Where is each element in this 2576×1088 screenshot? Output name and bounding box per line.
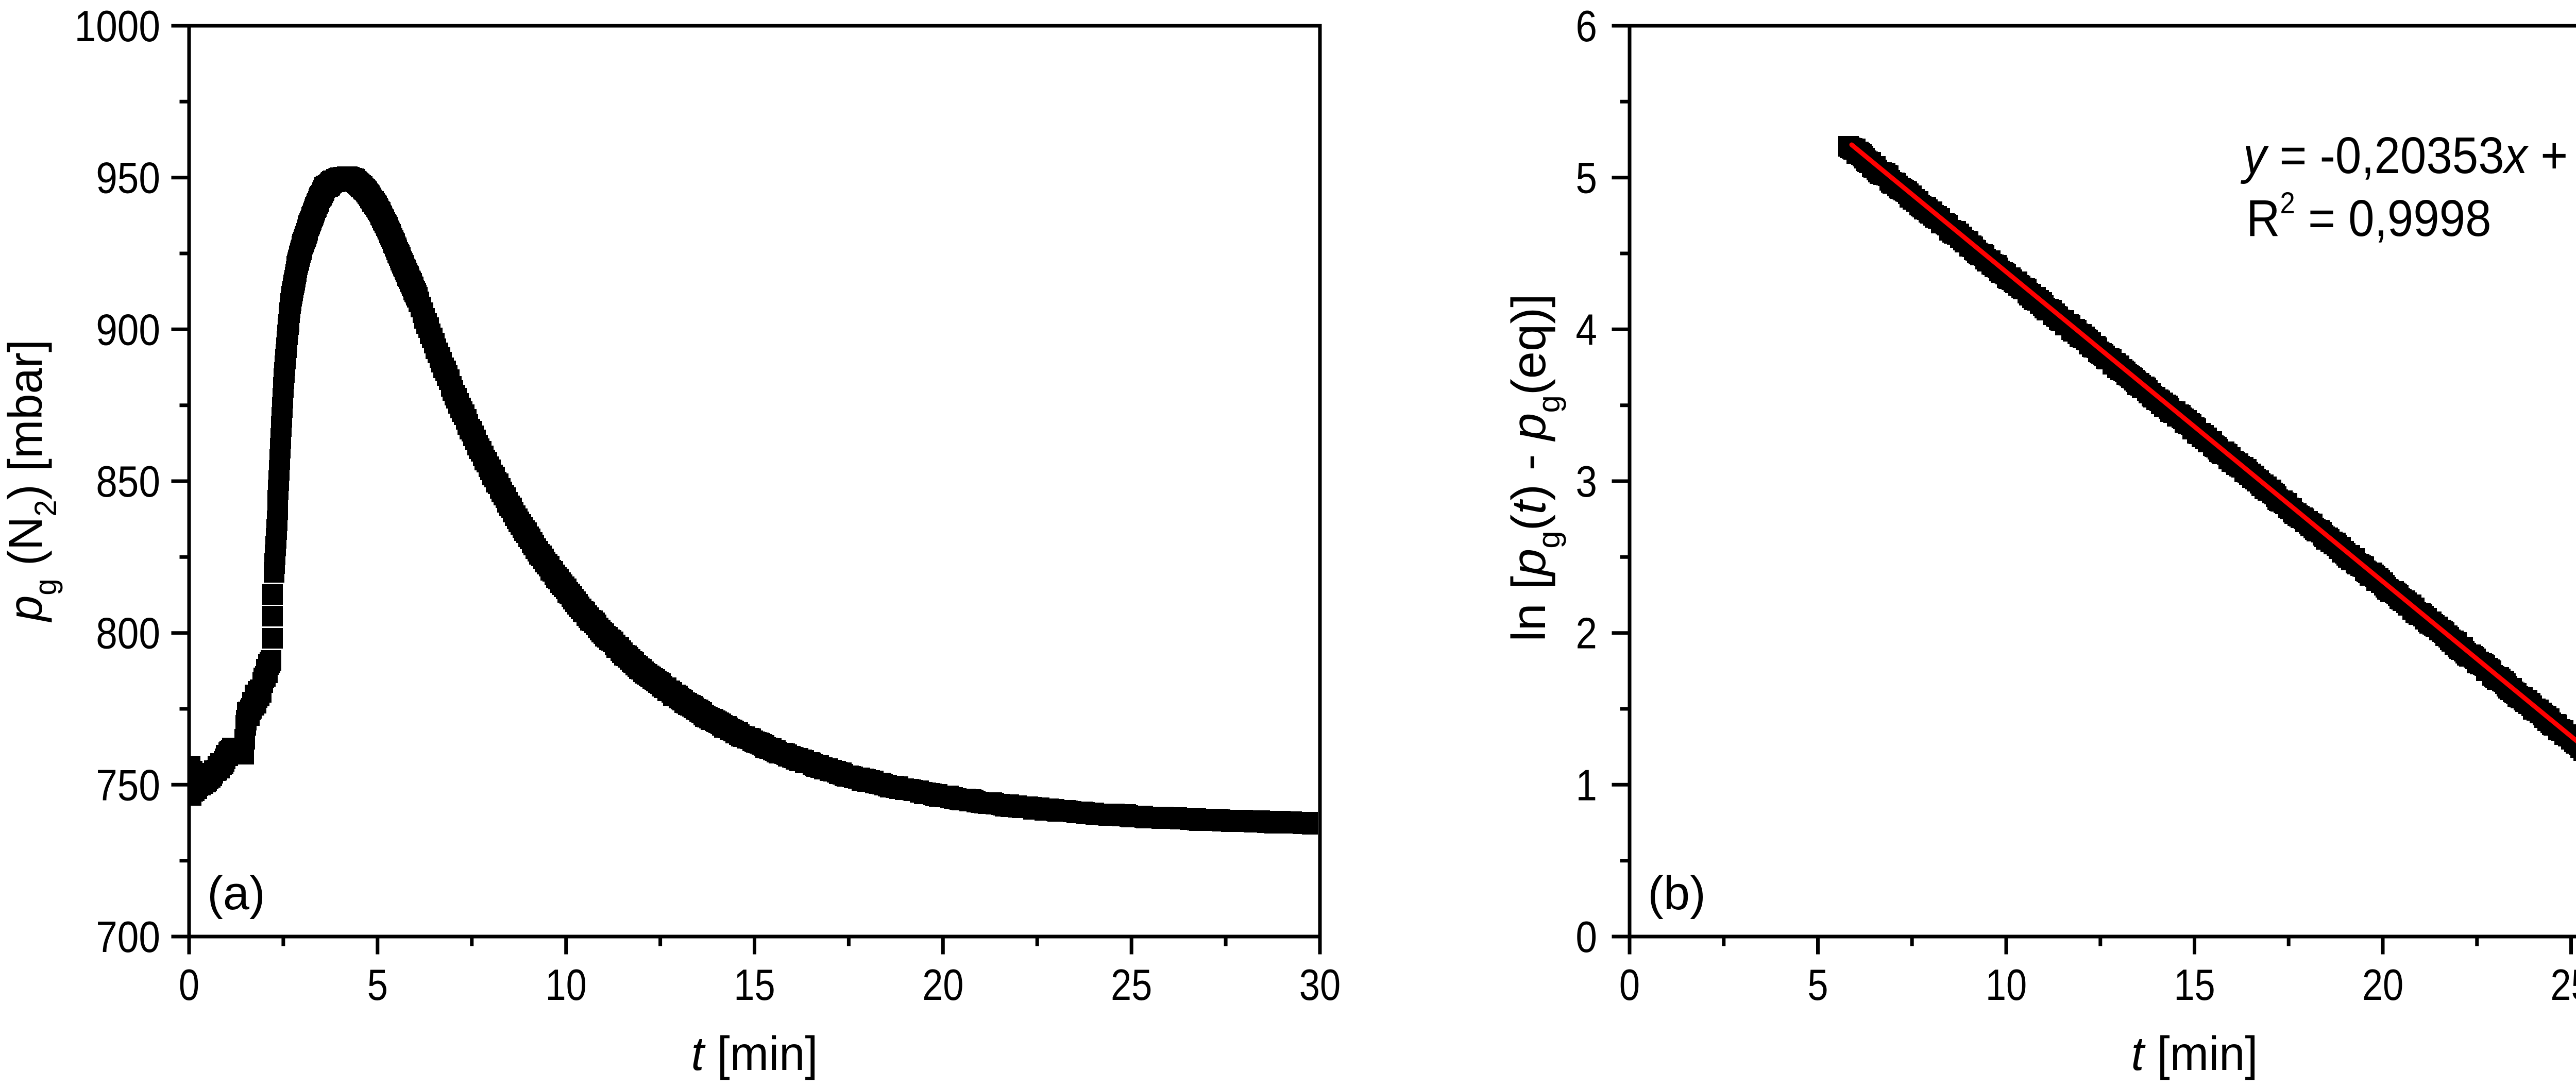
svg-text:900: 900 — [96, 305, 160, 354]
svg-text:750: 750 — [96, 761, 160, 809]
svg-text:850: 850 — [96, 457, 160, 506]
svg-text:1000: 1000 — [75, 2, 160, 50]
svg-text:pg (N2) [mbar]: pg (N2) [mbar] — [0, 339, 63, 623]
svg-text:y = -0,20353x + 6,395: y = -0,20353x + 6,395 — [2240, 127, 2576, 184]
svg-text:0: 0 — [179, 960, 199, 1009]
svg-text:ln [pg(t) - pg(eq)]: ln [pg(t) - pg(eq)] — [1502, 294, 1566, 642]
svg-text:4: 4 — [1575, 305, 1597, 354]
svg-text:25: 25 — [2550, 960, 2576, 1009]
svg-text:950: 950 — [96, 154, 160, 202]
svg-text:2: 2 — [1575, 609, 1597, 657]
svg-text:15: 15 — [734, 960, 775, 1009]
svg-text:(b): (b) — [1648, 867, 1705, 920]
svg-text:10: 10 — [1986, 960, 2027, 1009]
svg-text:1: 1 — [1575, 761, 1597, 809]
svg-text:10: 10 — [545, 960, 586, 1009]
svg-text:t [min]: t [min] — [691, 1027, 818, 1080]
svg-text:800: 800 — [96, 609, 160, 657]
svg-text:0: 0 — [1619, 960, 1640, 1009]
svg-text:R2 = 0,9998: R2 = 0,9998 — [2246, 186, 2492, 247]
svg-text:5: 5 — [1807, 960, 1828, 1009]
svg-text:(a): (a) — [207, 867, 265, 920]
svg-text:700: 700 — [96, 913, 160, 961]
svg-text:0: 0 — [1575, 913, 1597, 961]
svg-text:5: 5 — [367, 960, 388, 1009]
svg-text:6: 6 — [1575, 2, 1597, 50]
svg-text:20: 20 — [922, 960, 963, 1009]
svg-text:30: 30 — [1299, 960, 1341, 1009]
svg-text:3: 3 — [1575, 457, 1597, 506]
svg-text:5: 5 — [1575, 154, 1597, 202]
svg-text:15: 15 — [2174, 960, 2215, 1009]
svg-text:20: 20 — [2362, 960, 2403, 1009]
svg-text:t [min]: t [min] — [2131, 1027, 2258, 1080]
svg-text:25: 25 — [1111, 960, 1152, 1009]
